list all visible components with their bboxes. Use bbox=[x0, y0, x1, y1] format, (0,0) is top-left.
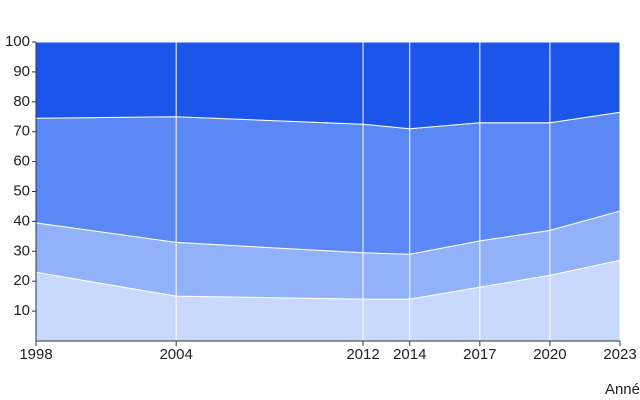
x-tick-label: 2023 bbox=[603, 346, 636, 363]
x-tick-label: 2012 bbox=[346, 346, 379, 363]
x-axis-label: Anné bbox=[605, 381, 640, 398]
x-tick-label: 2017 bbox=[463, 346, 496, 363]
y-tick-label: 10 bbox=[13, 302, 30, 319]
y-tick-label: 20 bbox=[13, 272, 30, 289]
y-tick-label: 40 bbox=[13, 212, 30, 229]
x-tick-label: 1998 bbox=[19, 346, 52, 363]
y-tick-label: 90 bbox=[13, 63, 30, 80]
x-tick-label: 2014 bbox=[393, 346, 426, 363]
y-tick-label: 80 bbox=[13, 93, 30, 110]
y-tick-label: 50 bbox=[13, 182, 30, 199]
x-tick-label: 2020 bbox=[533, 346, 566, 363]
y-tick-label: 100 bbox=[5, 33, 30, 50]
y-tick-label: 70 bbox=[13, 123, 30, 140]
y-tick-label: 60 bbox=[13, 153, 30, 170]
area bbox=[35, 111, 621, 255]
x-tick-label: 2004 bbox=[159, 346, 192, 363]
y-tick-label: 30 bbox=[13, 242, 30, 259]
area bbox=[35, 41, 621, 130]
